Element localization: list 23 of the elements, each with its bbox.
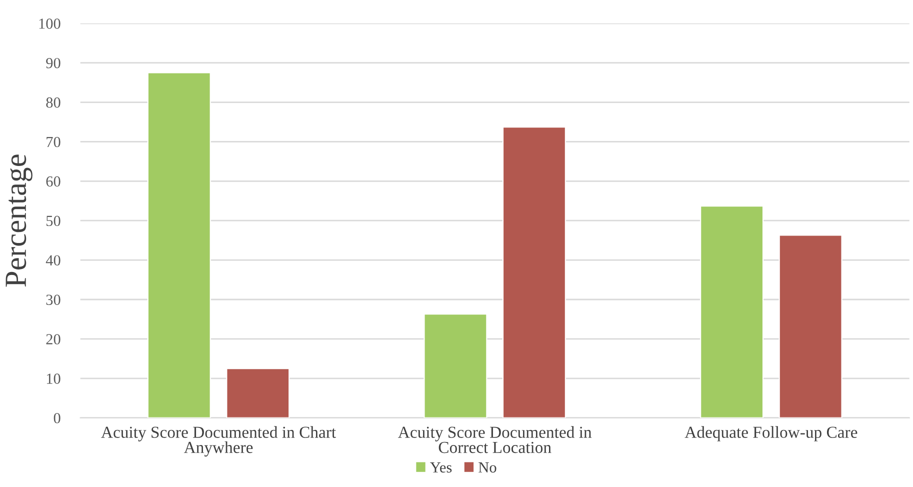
legend-label: Yes	[430, 462, 452, 473]
bar	[778, 234, 842, 418]
y-tick-label: 60	[46, 176, 60, 187]
bar	[700, 205, 764, 418]
x-tick-label: Adequate Follow-up Care	[684, 426, 858, 442]
x-tick-label: Acuity Score Documented in Correct Location	[398, 426, 592, 454]
y-tick-label: 90	[46, 58, 60, 68]
legend-label: No	[478, 462, 496, 473]
y-tick-label: 70	[46, 136, 60, 148]
y-axis-title: Percentage	[6, 154, 32, 287]
y-tick-label: 40	[46, 255, 60, 266]
y-tick-label: 10	[46, 374, 60, 384]
y-tick-label: 50	[46, 216, 60, 226]
y-tick-label: 30	[46, 294, 60, 305]
x-tick-label: Acuity Score Documented in Chart Anywhere	[101, 426, 336, 456]
y-tick-label: 100	[39, 18, 60, 29]
bar	[147, 72, 211, 418]
bar	[226, 368, 290, 418]
y-tick-label: 20	[46, 334, 60, 344]
y-tick-label: 80	[46, 97, 60, 108]
y-tick-label: 0	[54, 412, 60, 424]
bar	[424, 314, 488, 418]
bar	[502, 126, 566, 418]
